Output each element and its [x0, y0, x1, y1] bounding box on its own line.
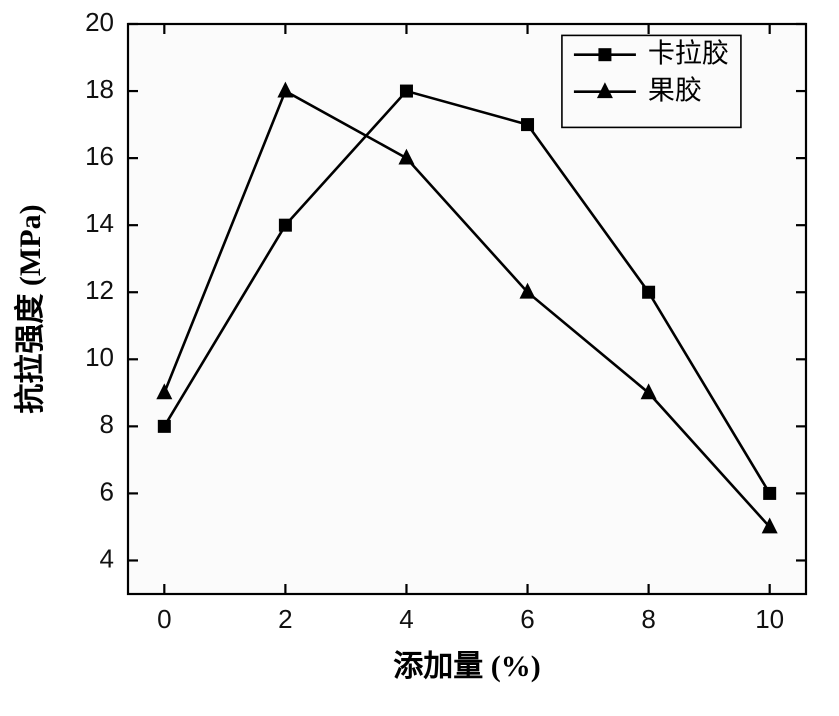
- svg-text:4: 4: [399, 604, 413, 634]
- svg-text:6: 6: [100, 476, 114, 506]
- svg-text:14: 14: [85, 208, 114, 238]
- svg-text:0: 0: [157, 604, 171, 634]
- svg-text:12: 12: [85, 275, 114, 305]
- svg-text:果胶: 果胶: [648, 75, 702, 105]
- svg-text:18: 18: [85, 74, 114, 104]
- tensile-strength-chart: 0 2 4 6 8 10 4 6 8 10 12 14 16 18 20 添加量 (%) 抗拉强度 (MPa) 卡…: [0, 0, 839, 716]
- svg-text:10: 10: [85, 342, 114, 372]
- svg-text:4: 4: [100, 543, 114, 573]
- svg-text:2: 2: [278, 604, 292, 634]
- svg-text:添加量 (%): 添加量 (%): [393, 650, 540, 683]
- svg-text:8: 8: [100, 409, 114, 439]
- svg-text:16: 16: [85, 141, 114, 171]
- svg-text:6: 6: [520, 604, 534, 634]
- svg-text:抗拉强度 (MPa): 抗拉强度 (MPa): [13, 204, 47, 413]
- svg-text:10: 10: [755, 604, 784, 634]
- svg-text:卡拉胶: 卡拉胶: [648, 38, 729, 68]
- svg-text:8: 8: [641, 604, 655, 634]
- svg-text:20: 20: [85, 7, 114, 37]
